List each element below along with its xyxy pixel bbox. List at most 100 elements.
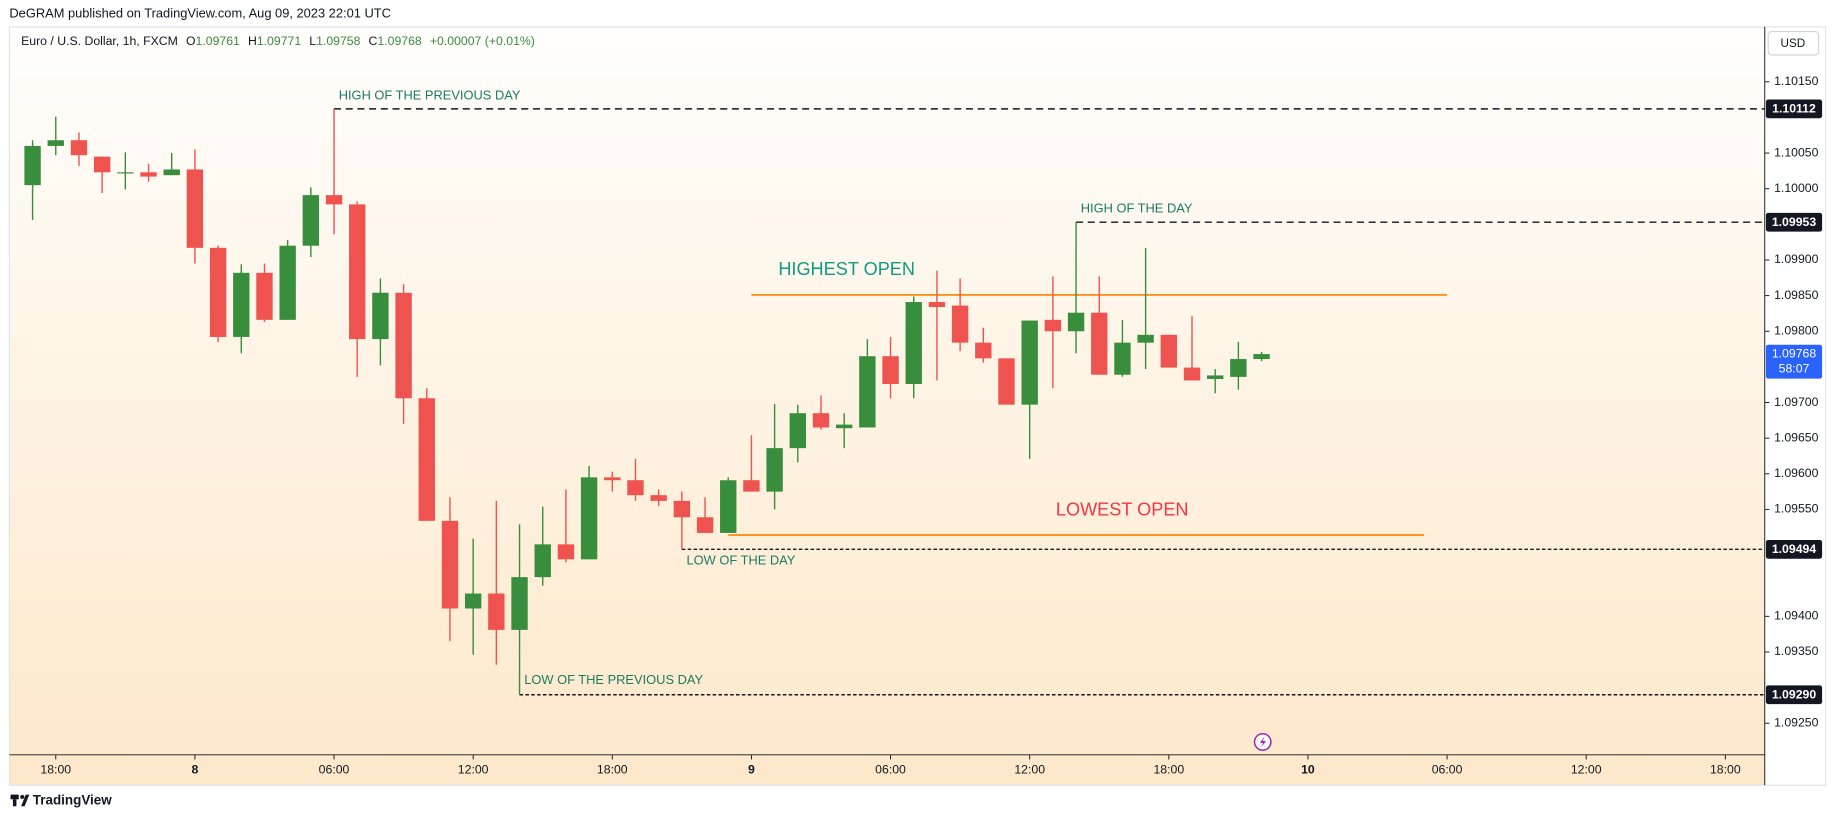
candle-body bbox=[418, 398, 435, 521]
x-tick-label: 06:00 bbox=[1432, 762, 1463, 776]
price-label-box bbox=[1765, 539, 1823, 559]
candle-body bbox=[256, 272, 273, 320]
currency[interactable]: USD bbox=[1780, 37, 1805, 50]
candle-body bbox=[1021, 320, 1038, 405]
candle-body bbox=[47, 140, 64, 146]
y-tick-label: 1.10050 bbox=[1774, 145, 1819, 159]
candle-body bbox=[998, 358, 1015, 405]
level-label: HIGHEST OPEN bbox=[778, 259, 915, 279]
candle-body bbox=[766, 448, 783, 492]
price-label: 1.10112 bbox=[1772, 102, 1816, 116]
candle-body bbox=[325, 195, 343, 205]
candle-body bbox=[928, 302, 946, 308]
candle-body bbox=[1206, 375, 1224, 380]
candle-body bbox=[1067, 312, 1085, 332]
y-tick-label: 1.09350 bbox=[1774, 644, 1819, 658]
ohlc-value: 1.09761 bbox=[196, 34, 241, 48]
symbol-legend: Euro / U.S. Dollar, 1h, FXCM O1.09761 H1… bbox=[21, 34, 535, 48]
candle-body bbox=[24, 145, 41, 186]
y-tick-label: 1.10150 bbox=[1774, 74, 1819, 88]
candle-body bbox=[1091, 312, 1108, 375]
candle-body bbox=[488, 593, 505, 630]
ohlc-value: 1.09771 bbox=[257, 34, 302, 48]
publisher: DeGRAM published on TradingView.com, Aug… bbox=[9, 5, 390, 20]
plot-background bbox=[9, 26, 1765, 786]
y-tick-label: 1.09900 bbox=[1774, 252, 1819, 266]
candle-body bbox=[696, 517, 714, 533]
x-tick-label: 12:00 bbox=[1014, 762, 1045, 776]
x-tick-label: 18:00 bbox=[1710, 762, 1741, 776]
level-label: HIGH OF THE DAY bbox=[1081, 201, 1193, 216]
x-tick-label: 8 bbox=[191, 762, 198, 776]
ohlc-value: 1.09758 bbox=[316, 34, 361, 48]
events-icon-bolt bbox=[1259, 736, 1266, 748]
candle-body bbox=[580, 477, 598, 560]
y-tick-label: 1.09550 bbox=[1774, 502, 1819, 516]
candle-body bbox=[441, 520, 459, 609]
x-tick-label: 18:00 bbox=[597, 762, 628, 776]
level-label: LOW OF THE PREVIOUS DAY bbox=[524, 672, 703, 687]
x-tick-label: 06:00 bbox=[319, 762, 350, 776]
candle-body bbox=[951, 305, 969, 343]
candle-body bbox=[835, 424, 853, 429]
x-tick-label: 9 bbox=[748, 762, 755, 776]
price-label: 1.09290 bbox=[1772, 688, 1817, 702]
candle-body bbox=[743, 480, 760, 492]
candle-body bbox=[720, 480, 737, 533]
candle-body bbox=[511, 577, 528, 630]
price-label-box bbox=[1765, 212, 1823, 232]
candle-body bbox=[1230, 359, 1247, 377]
y-tick-label: 1.09650 bbox=[1774, 430, 1819, 444]
price-label: 1.09953 bbox=[1772, 215, 1817, 229]
level-label: HIGH OF THE PREVIOUS DAY bbox=[339, 87, 521, 102]
candle-body bbox=[812, 413, 830, 428]
candle-body bbox=[650, 495, 667, 501]
symbol: Euro / U.S. Dollar, 1h, FXCM bbox=[21, 34, 178, 48]
candle-body bbox=[673, 500, 691, 518]
chart-frame bbox=[8, 26, 1827, 786]
x-tick-label: 06:00 bbox=[875, 762, 906, 776]
y-tick-label: 1.09400 bbox=[1774, 609, 1819, 623]
candle-body bbox=[1183, 367, 1201, 381]
candle-body bbox=[209, 247, 227, 337]
candle-body bbox=[233, 272, 250, 337]
x-tick-label: 10 bbox=[1301, 762, 1315, 776]
ohlc-value: 1.09768 bbox=[377, 34, 422, 48]
ohlc-key: L bbox=[309, 34, 316, 48]
levels: HIGH OF THE PREVIOUS DAY HIGH OF THE DAY L… bbox=[333, 87, 1765, 696]
candles bbox=[24, 108, 1270, 695]
candle-body bbox=[395, 292, 412, 399]
x-tick-label: 18:00 bbox=[1153, 762, 1184, 776]
footer-logo bbox=[10, 794, 30, 807]
level-label: LOWEST OPEN bbox=[1056, 499, 1189, 519]
last-price-label: 1.09768 bbox=[1772, 346, 1817, 360]
candle-body bbox=[464, 593, 482, 609]
currency-button[interactable] bbox=[1767, 31, 1820, 56]
candle-body bbox=[186, 169, 204, 248]
level-label: LOW OF THE DAY bbox=[687, 552, 796, 567]
ohlc-key: H bbox=[248, 34, 257, 48]
price-label-box bbox=[1765, 99, 1823, 119]
candle-body bbox=[163, 169, 180, 176]
x-tick-label: 12:00 bbox=[1571, 762, 1602, 776]
candle-body bbox=[70, 140, 88, 156]
candle-body bbox=[905, 302, 922, 384]
price-axis-background bbox=[1764, 26, 1826, 786]
price-label: 1.09494 bbox=[1772, 542, 1817, 556]
candle-body bbox=[117, 172, 134, 174]
candle-body bbox=[557, 544, 575, 560]
y-tick-label: 1.09600 bbox=[1774, 466, 1819, 480]
candle-body bbox=[604, 477, 621, 481]
y-tick-label: 1.09250 bbox=[1774, 715, 1819, 729]
candle-body bbox=[1044, 319, 1062, 332]
candle-body bbox=[1114, 342, 1131, 375]
candle-body bbox=[1160, 334, 1178, 368]
countdown: 58:07 bbox=[1779, 362, 1810, 376]
x-tick-label: 12:00 bbox=[458, 762, 489, 776]
candle-body bbox=[140, 172, 157, 177]
candle-body bbox=[93, 156, 111, 173]
y-tick-label: 1.09700 bbox=[1774, 395, 1819, 409]
change: +0.00007 (+0.01%) bbox=[430, 34, 535, 48]
